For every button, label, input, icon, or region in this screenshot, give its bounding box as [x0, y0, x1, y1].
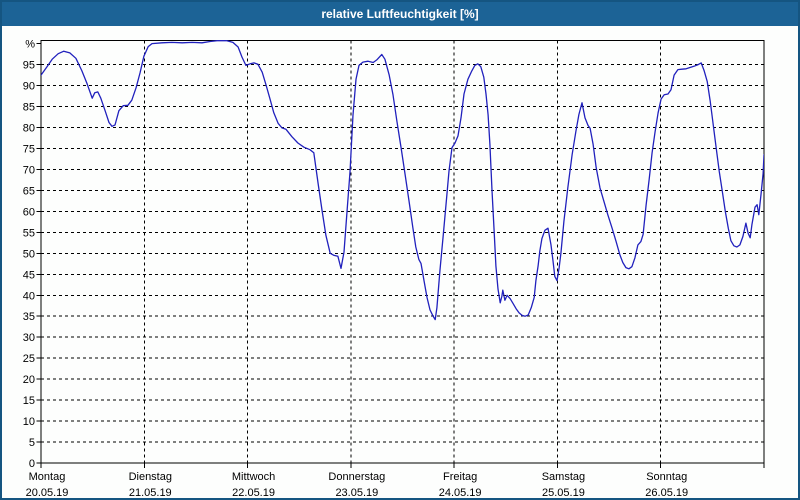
x-axis-labels: Montag 20.05.19 Dienstag 21.05.19 Mittwoch 22… — [26, 471, 689, 499]
y-axis-tick-label: 95 — [23, 60, 35, 72]
x-axis-day-label: Donnerstag — [328, 471, 385, 483]
y-axis-tick-label: 80 — [23, 123, 35, 135]
y-axis-tick-label: 5 — [29, 437, 35, 449]
y-axis-tick-label: 20 — [23, 374, 35, 386]
x-axis-day-label: Sonntag — [646, 471, 687, 483]
y-axis-tick-label: 85 — [23, 102, 35, 114]
x-axis-day-label: Mittwoch — [232, 471, 275, 483]
y-axis-tick-label: 50 — [23, 248, 35, 260]
y-axis-tick-label: 70 — [23, 164, 35, 176]
x-axis-day-label: Montag — [29, 471, 66, 483]
x-axis-date-label: 22.05.19 — [232, 487, 275, 499]
x-axis-date-label: 25.05.19 — [542, 487, 585, 499]
x-gridlines — [143, 40, 662, 463]
y-axis-tick-label: 90 — [23, 81, 35, 93]
x-axis-day-label: Samstag — [542, 471, 585, 483]
chart-title: relative Luftfeuchtigkeit [%] — [321, 7, 479, 21]
y-axis-tick-label: 40 — [23, 290, 35, 302]
x-axis-date-label: 23.05.19 — [335, 487, 378, 499]
y-axis-tick-label: 55 — [23, 227, 35, 239]
x-axis-date-label: 26.05.19 — [645, 487, 688, 499]
y-axis-unit-label: % — [25, 39, 35, 51]
x-axis-day-label: Dienstag — [129, 471, 172, 483]
y-axis-tick-label: 75 — [23, 143, 35, 155]
x-axis-date-label: 20.05.19 — [26, 487, 69, 499]
axis-ticks — [36, 43, 765, 468]
y-axis-tick-label: 15 — [23, 395, 35, 407]
y-axis-tick-label: 45 — [23, 269, 35, 281]
x-axis-day-label: Freitag — [443, 471, 477, 483]
y-axis-tick-label: 0 — [29, 458, 35, 470]
y-axis-tick-label: 30 — [23, 332, 35, 344]
y-gridlines — [41, 64, 764, 443]
x-axis-date-label: 21.05.19 — [129, 487, 172, 499]
y-axis-tick-label: 60 — [23, 206, 35, 218]
x-axis-date-label: 24.05.19 — [439, 487, 482, 499]
title-bar[interactable]: relative Luftfeuchtigkeit [%] — [2, 2, 798, 26]
y-axis-labels: 0 5 10 15 20 25 30 35 40 45 50 55 60 65 70 75 80 85 90 95% — [23, 39, 35, 470]
plot-frame — [40, 40, 765, 464]
humidity-line — [41, 40, 764, 321]
y-axis-tick-label: 35 — [23, 311, 35, 323]
y-axis-tick-label: 25 — [23, 353, 35, 365]
y-axis-tick-label: 10 — [23, 416, 35, 428]
y-axis-tick-label: 65 — [23, 185, 35, 197]
